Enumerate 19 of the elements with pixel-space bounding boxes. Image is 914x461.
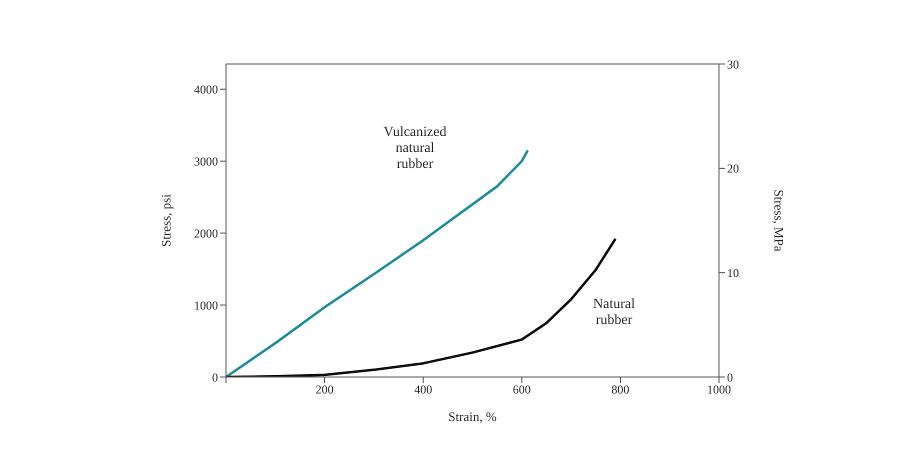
y2-axis-title: Stress, MPa [771, 189, 786, 252]
x-axis-title: Strain, % [448, 409, 497, 424]
y-tick-label: 0 [212, 370, 218, 384]
y-tick-label: 1000 [194, 298, 218, 312]
x-tick-label: 1000 [707, 382, 731, 397]
y-tick-label: 4000 [194, 82, 218, 96]
y2-tick-label: 0 [727, 370, 733, 384]
y2-tick-label: 10 [727, 266, 739, 280]
x-tick-label: 200 [316, 382, 334, 397]
y-axis-title: Stress, psi [158, 194, 174, 247]
y-tick-label: 2000 [194, 226, 218, 240]
y-tick-label: 3000 [194, 154, 218, 168]
annotation: Vulcanized natural rubber [384, 125, 446, 172]
annotation: Natural rubber [593, 297, 636, 328]
x-tick-label: 400 [414, 382, 432, 397]
y2-tick-label: 20 [727, 162, 739, 176]
y2-tick-label: 30 [727, 57, 739, 72]
x-tick-label: 600 [512, 382, 531, 397]
x-tick-label: 800 [611, 382, 630, 397]
